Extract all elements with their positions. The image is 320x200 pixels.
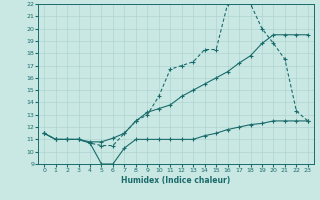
X-axis label: Humidex (Indice chaleur): Humidex (Indice chaleur) [121,176,231,185]
